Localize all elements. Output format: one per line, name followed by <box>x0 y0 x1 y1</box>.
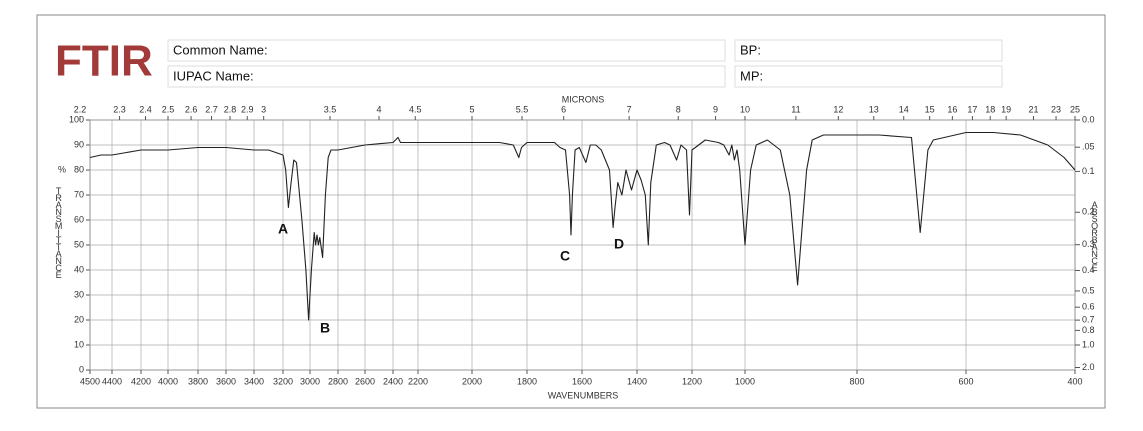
field-box <box>167 39 726 62</box>
y-tick-label: 70 <box>74 189 84 199</box>
y2-tick-label: 0.6 <box>1082 302 1095 312</box>
top-tick-label: 13 <box>869 104 879 114</box>
y2-axis-label: ABSORBANCE <box>1090 200 1100 271</box>
y2-tick-label: 1.0 <box>1082 339 1095 349</box>
top-tick-label: 8 <box>676 104 681 114</box>
top-tick-label: 10 <box>740 104 750 114</box>
top-axis-label: MICRONS <box>562 94 605 104</box>
top-tick-label: 3.5 <box>324 104 337 114</box>
x-tick-label: 2000 <box>462 376 482 386</box>
y2-tick-label: 2.0 <box>1082 362 1095 372</box>
annotation: C <box>560 248 570 264</box>
x-tick-label: 400 <box>1067 376 1082 386</box>
x-tick-label: 3400 <box>244 376 264 386</box>
top-tick-label: 21 <box>1028 104 1038 114</box>
x-tick-label: 600 <box>958 376 973 386</box>
y-tick-label: 10 <box>74 339 84 349</box>
top-tick-label: 2.5 <box>162 104 175 114</box>
field-box <box>734 39 1003 62</box>
field-label: MP: <box>740 68 763 83</box>
x-tick-label: 800 <box>849 376 864 386</box>
top-tick-label: 9 <box>713 104 718 114</box>
y-axis-label: TRANSMITTANCE <box>54 186 64 278</box>
top-tick-label: 18 <box>985 104 995 114</box>
top-tick-label: 5.5 <box>516 104 529 114</box>
top-tick-label: 2.4 <box>139 104 152 114</box>
x-tick-label: 4400 <box>102 376 122 386</box>
y-tick-label: 0 <box>79 364 84 374</box>
x-tick-label: 2600 <box>355 376 375 386</box>
field-box <box>734 65 1003 88</box>
annotation: A <box>278 221 288 237</box>
field-label: IUPAC Name: <box>173 68 254 83</box>
spectrum <box>89 131 1076 321</box>
y-tick-label: 30 <box>74 289 84 299</box>
y2-tick-label: 0.3 <box>1082 239 1095 249</box>
y2-tick-label: 0.4 <box>1082 265 1095 275</box>
y-tick-label: 80 <box>74 164 84 174</box>
annotation: D <box>614 236 624 252</box>
top-tick-label: 2.8 <box>224 104 237 114</box>
y2-tick-label: 0.5 <box>1082 285 1095 295</box>
y2-tick-label: 0.7 <box>1082 314 1095 324</box>
annotation: B <box>320 320 330 336</box>
top-tick-label: 5 <box>469 104 474 114</box>
x-tick-label: 2400 <box>383 376 403 386</box>
top-tick-label: 4.5 <box>409 104 422 114</box>
x-axis-label: WAVENUMBERS <box>548 390 619 400</box>
x-tick-label: 1400 <box>627 376 647 386</box>
y-tick-label: 100 <box>69 114 84 124</box>
field-label: Common Name: <box>173 42 268 57</box>
top-tick-label: 4 <box>376 104 381 114</box>
top-tick-label: 15 <box>925 104 935 114</box>
field-box <box>167 65 726 88</box>
top-tick-label: 25 <box>1070 104 1080 114</box>
top-tick-label: 17 <box>967 104 977 114</box>
x-tick-label: 1200 <box>682 376 702 386</box>
x-tick-label: 3200 <box>273 376 293 386</box>
x-tick-label: 4200 <box>131 376 151 386</box>
x-tick-label: 3600 <box>216 376 236 386</box>
y2-tick-label: 0.0 <box>1082 114 1095 124</box>
y2-tick-label: 0.1 <box>1082 166 1095 176</box>
top-tick-label: 12 <box>833 104 843 114</box>
top-tick-label: 2.7 <box>205 104 218 114</box>
x-tick-label: 2800 <box>328 376 348 386</box>
y2-tick-label: 0.2 <box>1082 207 1095 217</box>
y-unit: % <box>58 164 66 174</box>
top-tick-label: 2.6 <box>185 104 198 114</box>
top-tick-label: 6 <box>561 104 566 114</box>
x-tick-label: 3800 <box>188 376 208 386</box>
x-tick-label: 3000 <box>300 376 320 386</box>
y-tick-label: 90 <box>74 139 84 149</box>
top-tick-label: 7 <box>627 104 632 114</box>
x-tick-label: 1800 <box>517 376 537 386</box>
field-label: BP: <box>740 42 761 57</box>
top-tick-label: 11 <box>791 104 800 114</box>
top-tick-label: 2.3 <box>113 104 126 114</box>
y-tick-label: 20 <box>74 314 84 324</box>
logo: FTIR <box>55 37 153 86</box>
top-tick-label: 2.9 <box>241 104 254 114</box>
y2-tick-label: .05 <box>1082 142 1095 152</box>
top-tick-label: 19 <box>1001 104 1011 114</box>
x-tick-label: 4500 <box>80 376 100 386</box>
y-tick-label: 40 <box>74 264 84 274</box>
top-tick-label: 3 <box>261 104 266 114</box>
top-tick-label: 16 <box>947 104 957 114</box>
y-tick-label: 50 <box>74 239 84 249</box>
y-tick-label: 60 <box>74 214 84 224</box>
top-tick-label: 2.2 <box>74 104 87 114</box>
top-tick-label: 23 <box>1051 104 1061 114</box>
x-tick-label: 2200 <box>408 376 428 386</box>
x-tick-label: 4000 <box>158 376 178 386</box>
x-tick-label: 1000 <box>735 376 755 386</box>
top-tick-label: 14 <box>899 104 909 114</box>
y2-tick-label: 0.8 <box>1082 325 1095 335</box>
x-tick-label: 1600 <box>572 376 592 386</box>
